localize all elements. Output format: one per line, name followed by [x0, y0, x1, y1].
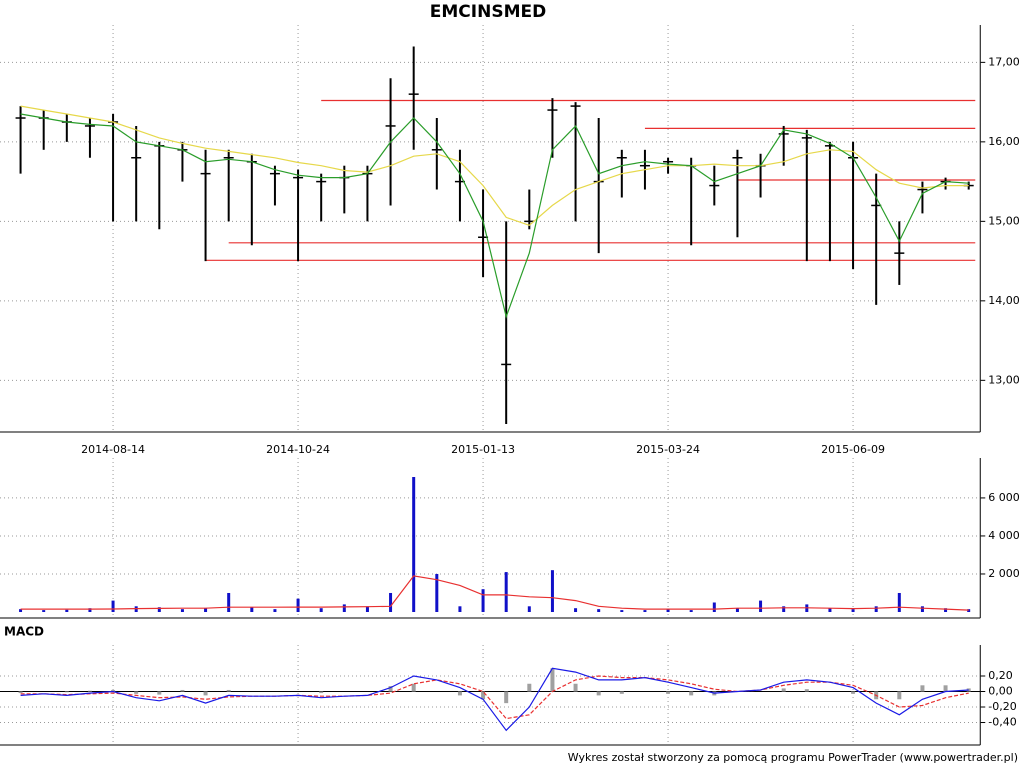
histogram-bar: [504, 691, 509, 704]
histogram-bar: [411, 683, 416, 692]
histogram-bar: [781, 688, 786, 692]
x-tick-label: 2015-06-09: [821, 443, 885, 456]
histogram-bar: [573, 683, 578, 692]
volume-bar: [666, 609, 670, 612]
histogram-bar: [851, 691, 856, 694]
volume-bar: [65, 609, 69, 612]
y-tick-label: 4 000: [988, 529, 1020, 542]
volume-bar: [250, 607, 254, 612]
histogram-bar: [527, 683, 532, 692]
signal-line: [20, 675, 969, 720]
histogram-bar: [388, 686, 393, 692]
volume-bar: [412, 477, 416, 612]
volume-bar: [319, 608, 323, 612]
volume-bar: [42, 610, 46, 612]
ma-line: [20, 105, 969, 226]
histogram-bar: [180, 689, 185, 692]
volume-bar: [481, 589, 485, 612]
volume-bar: [435, 573, 439, 612]
volume-bar: [389, 592, 393, 612]
histogram-bar: [226, 689, 231, 692]
x-tick-label: 2015-03-24: [636, 443, 700, 456]
histogram-bar: [203, 691, 208, 696]
volume-bar: [157, 607, 161, 612]
footer: Wykres został stworzony za pomocą progra…: [568, 751, 1018, 764]
volume-bar: [828, 608, 832, 612]
x-tick-label: 2015-01-13: [451, 443, 515, 456]
volume-bar: [944, 608, 948, 612]
y-tick-label: 15,00: [988, 214, 1020, 227]
volume-bar: [88, 608, 92, 612]
volume-bar: [597, 609, 601, 612]
histogram-bar: [550, 668, 555, 692]
volume-bar: [712, 602, 716, 612]
histogram-bar: [619, 691, 624, 694]
y-tick-label: 13,00: [988, 373, 1020, 386]
volume-bar: [967, 609, 971, 612]
y-tick-label: 0,20: [988, 669, 1013, 682]
y-tick-label: -0,20: [988, 700, 1016, 713]
volume-bar: [458, 606, 462, 612]
histogram-bar: [111, 689, 116, 692]
y-tick-label: 0,00: [988, 685, 1013, 698]
volume-bar: [759, 600, 763, 612]
histogram-bar: [157, 691, 162, 695]
volume-bar: [180, 609, 184, 612]
y-tick-label: -0,40: [988, 716, 1016, 729]
volume-bar: [574, 608, 578, 612]
volume-bar: [689, 610, 693, 612]
volume-bar: [504, 572, 508, 612]
y-tick-label: 6 000: [988, 491, 1020, 504]
volume-bar: [620, 610, 624, 612]
volume-bar: [851, 609, 855, 612]
volume-bar: [365, 606, 369, 612]
volume-bar: [550, 570, 554, 612]
macd-title: MACD: [4, 625, 44, 639]
histogram-bar: [319, 691, 324, 694]
volume-bar: [897, 592, 901, 612]
x-tick-label: 2014-10-24: [266, 443, 330, 456]
x-tick-label: 2014-08-14: [81, 443, 145, 456]
volume-bar: [735, 608, 739, 612]
volume-bar: [920, 606, 924, 612]
histogram-bar: [18, 691, 23, 694]
histogram-bar: [943, 685, 948, 692]
histogram-bar: [87, 690, 92, 692]
histogram-bar: [134, 691, 139, 694]
macd-line: [20, 667, 969, 732]
chart-title: EMCINSMED: [430, 2, 546, 22]
volume-bar: [527, 606, 531, 612]
y-tick-label: 14,00: [988, 294, 1020, 307]
volume-bar: [273, 609, 277, 612]
volume-bar: [111, 600, 115, 612]
y-tick-label: 16,00: [988, 135, 1020, 148]
histogram-bar: [920, 685, 925, 692]
volume-bar: [296, 598, 300, 612]
histogram-bar: [689, 691, 694, 696]
volume-ma-line: [20, 575, 969, 611]
volume-bar: [782, 606, 786, 612]
histogram-bar: [897, 691, 902, 700]
volume-bar: [342, 604, 346, 612]
y-tick-label: 2 000: [988, 567, 1020, 580]
histogram-bar: [457, 691, 462, 696]
ma-line: [20, 113, 969, 319]
volume-bar: [204, 608, 208, 612]
histogram-bar: [64, 691, 69, 693]
volume-bar: [227, 592, 231, 612]
volume-bar: [643, 610, 647, 612]
volume-bar: [19, 609, 23, 612]
histogram-bar: [481, 691, 486, 700]
histogram-bar: [666, 691, 671, 694]
histogram-bar: [804, 689, 809, 692]
volume-bar: [874, 606, 878, 612]
y-tick-label: 17,00: [988, 55, 1020, 68]
histogram-bar: [596, 691, 601, 696]
